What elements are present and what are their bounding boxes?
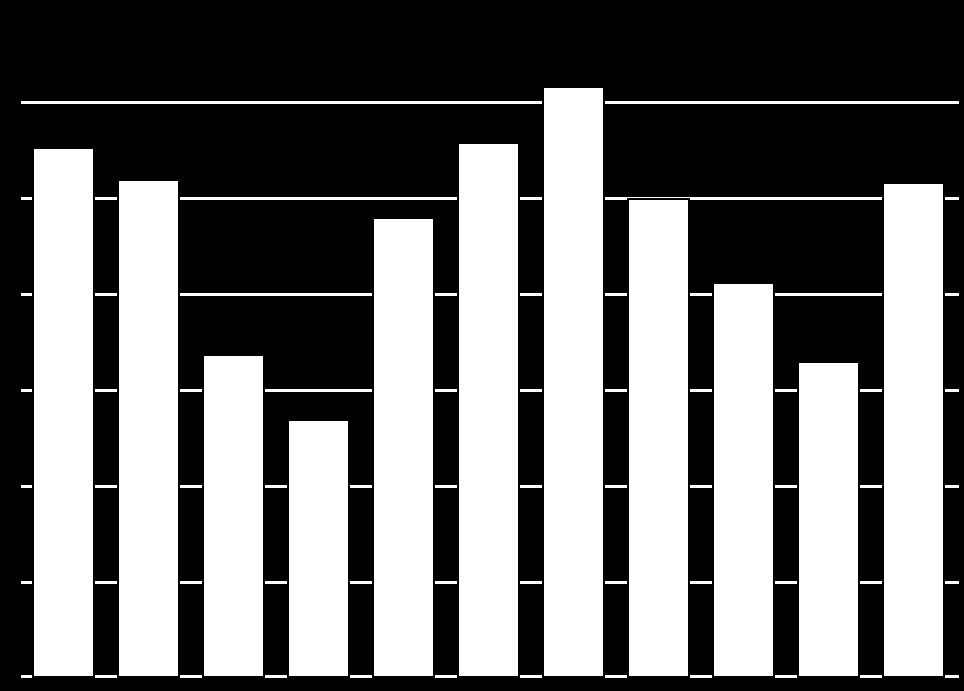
bar [797,361,860,678]
bar [287,419,350,678]
bar [117,179,180,678]
bar [457,142,520,678]
bar [372,217,435,678]
gridline [21,101,959,104]
plot-area [21,6,959,678]
bar [882,182,945,678]
bar [627,198,690,678]
bar [542,86,605,678]
chart-frame [18,3,962,681]
bar [202,354,265,678]
bar [712,282,775,678]
bar [32,147,95,678]
